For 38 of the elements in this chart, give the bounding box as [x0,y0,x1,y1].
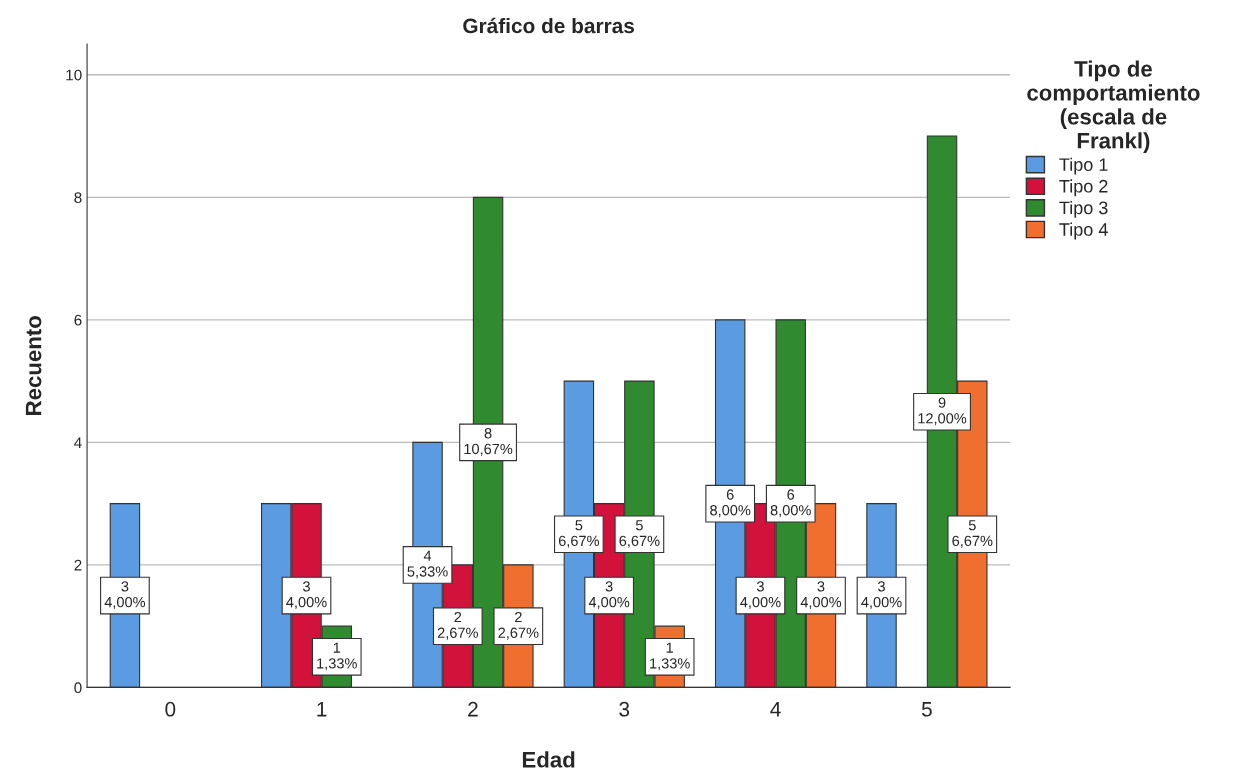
x-tick-label: 0 [165,701,176,717]
legend-label: Tipo 4 [1059,222,1108,240]
data-label: 3 4,00% [740,581,781,610]
data-label: 5 6,67% [619,520,660,548]
legend-label: Tipo 2 [1059,179,1108,197]
legend-title: Tipo de comportamiento (escala de Frankl) [1027,60,1200,153]
x-tick-label: 1 [317,702,327,717]
legend-label: Tipo 3 [1059,200,1108,218]
x-tick-label: 2 [468,701,478,717]
y-tick-label: 10 [66,69,82,81]
y-tick-label: 6 [74,314,82,326]
data-label: 9 12,00% [918,397,967,426]
data-label: 5 6,67% [952,520,993,548]
data-label: 6 8,00% [770,489,811,518]
y-tick-label: 4 [74,437,82,448]
data-label: 3 4,00% [861,581,902,610]
x-tick-label: 4 [770,702,781,717]
data-label: 5 6,67% [558,520,600,548]
data-label: 2 2,67% [437,611,478,640]
data-label: 3 4,00% [588,581,630,610]
y-tick-label: 2 [74,559,82,571]
data-label: 3 4,00% [800,581,842,610]
data-label: 3 4,00% [286,581,327,610]
y-axis-title: Recuento [25,316,42,415]
data-label: 4 5,33% [407,550,448,579]
chart-title: Gráfico de barras [463,17,635,34]
x-axis-title: Edad [522,751,575,768]
data-label: 3 4,00% [104,581,146,610]
data-label: 1 1,33% [650,642,690,671]
data-label: 6 8,00% [710,489,751,518]
legend-label: Tipo 1 [1059,157,1108,175]
x-tick-label: 5 [921,702,932,717]
y-tick-label: 0 [74,682,82,694]
data-label: 1 1,33% [317,642,357,671]
data-label: 8 10,67% [464,428,513,456]
data-label: 2 2,67% [498,611,539,640]
y-tick-label: 8 [74,192,82,204]
x-tick-label: 3 [619,701,630,717]
